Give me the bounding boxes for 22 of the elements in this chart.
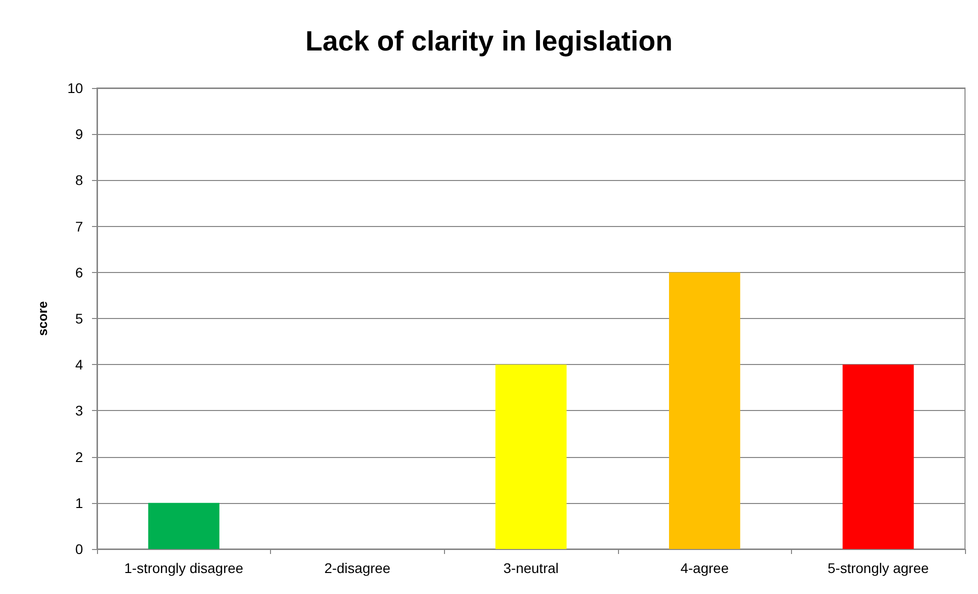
- y-tick-label: 5: [75, 310, 84, 326]
- y-tick-label: 2: [75, 448, 84, 465]
- y-axis-title: score: [35, 301, 50, 336]
- y-tick-label: 8: [75, 172, 84, 188]
- y-tick-label: 3: [75, 402, 84, 419]
- y-tick-label: 7: [75, 218, 84, 234]
- y-tick-label: 1: [75, 494, 84, 511]
- y-tick-label: 9: [75, 126, 84, 142]
- x-tick-label: 4-agree: [680, 560, 729, 576]
- bar: [148, 502, 220, 549]
- y-tick-label: 6: [75, 264, 84, 280]
- y-tick-label: 0: [75, 541, 84, 557]
- chart-title: Lack of clarity in legislation: [305, 26, 673, 56]
- bar: [669, 272, 740, 549]
- bar: [495, 364, 567, 549]
- x-tick-label: 2-disagree: [324, 560, 391, 576]
- y-tick-label: 10: [67, 80, 84, 96]
- x-tick-label: 1-strongly disagree: [124, 560, 244, 576]
- x-tick-label: 3-neutral: [503, 560, 559, 576]
- y-tick-label: 4: [75, 356, 84, 373]
- x-tick-label: 5-strongly agree: [828, 560, 929, 576]
- bar: [842, 364, 914, 549]
